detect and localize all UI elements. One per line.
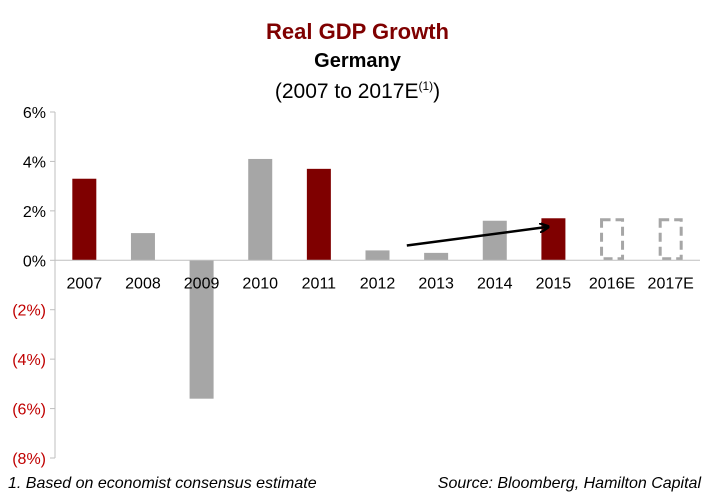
x-tick-label: 2007	[67, 275, 103, 292]
x-tick-label: 2009	[184, 275, 220, 292]
x-tick-label: 2011	[302, 275, 337, 292]
bar	[248, 158, 273, 261]
footnote: 1. Based on economist consensus estimate	[8, 475, 317, 492]
bar	[306, 168, 331, 261]
y-tick-label: (6%)	[12, 402, 46, 419]
x-tick-label: 2013	[418, 275, 454, 292]
chart-subtitle: Germany	[314, 50, 401, 72]
bar-estimate	[658, 218, 683, 261]
x-tick-label: 2010	[242, 275, 278, 292]
x-tick-label: 2015	[536, 275, 572, 292]
bar	[541, 218, 566, 261]
trend-arrow	[406, 227, 548, 247]
chart-title: Real GDP Growth	[266, 19, 449, 44]
y-tick-label: 0%	[23, 253, 46, 270]
bar-estimate	[600, 218, 625, 261]
bar	[365, 250, 390, 261]
bar	[189, 260, 214, 399]
range-close: )	[433, 80, 441, 103]
x-tick-label: 2012	[360, 275, 396, 292]
bar	[72, 178, 97, 261]
y-tick-label: (2%)	[12, 303, 46, 320]
x-tick-label: 2017E	[648, 275, 694, 292]
y-tick-label: (4%)	[12, 352, 46, 369]
chart-range-label: (2007 to 2017E(1))	[0, 79, 715, 104]
x-tick-label: 2008	[125, 275, 161, 292]
x-tick-label: 2016E	[589, 275, 635, 292]
range-footnote-ref: (1)	[418, 79, 434, 93]
source-note: Source: Bloomberg, Hamilton Capital	[437, 475, 701, 492]
y-tick-label: 4%	[23, 154, 46, 171]
x-tick-label: 2014	[477, 275, 513, 292]
y-tick-label: 6%	[23, 105, 46, 122]
bar	[424, 252, 449, 261]
y-tick-label: (8%)	[12, 451, 46, 468]
y-tick-label: 2%	[23, 204, 46, 221]
bar	[482, 220, 507, 261]
bar	[130, 233, 155, 261]
range-text: (2007 to 2017E	[274, 80, 419, 103]
